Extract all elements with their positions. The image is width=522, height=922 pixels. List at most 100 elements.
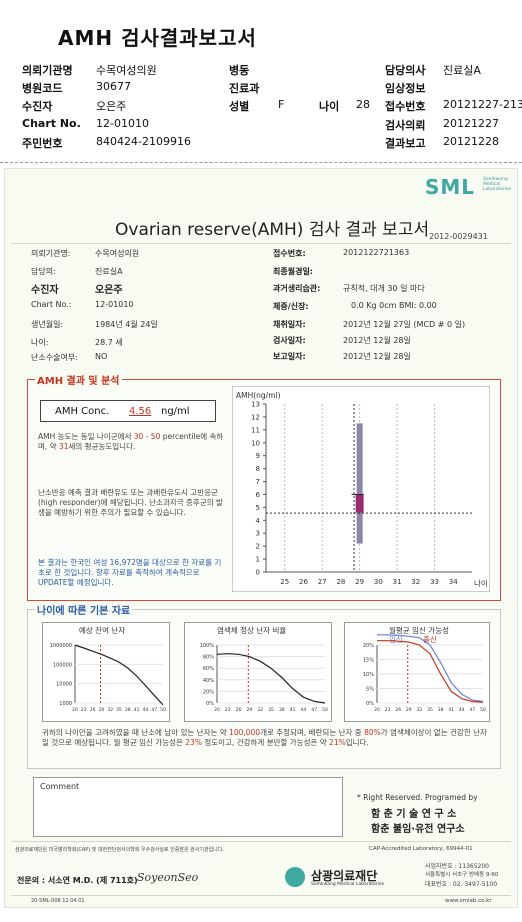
y-tick-label: 10 — [251, 439, 260, 447]
field-value: 28 — [356, 98, 370, 111]
field-label: 수진자 — [22, 100, 53, 113]
foundation-name-en: Samkwang Medical Laboratories — [311, 882, 385, 887]
x-tick-label: 44 — [143, 707, 149, 713]
x-tick-label: 31 — [393, 578, 402, 586]
field-value: 28.7 세 — [95, 338, 123, 347]
org-name-2: 함춘 불임·유전 연구소 — [371, 824, 465, 835]
percentile-text: AMH 농도는 동일 나이군에서 30 - 50 percentile에 속하며… — [38, 432, 224, 452]
field-label: 결과보고 — [385, 137, 426, 150]
y-tick-label: 5% — [366, 687, 374, 693]
amh-conc-value: 4.56 — [129, 406, 152, 417]
field-value: 840424-2109916 — [96, 135, 191, 148]
x-tick-label: 32 — [411, 578, 420, 586]
y-tick-label: 9 — [256, 452, 260, 460]
text-run: 귀하의 나이만을 고려하였을 때 난소에 남아 있는 난자는 약 — [42, 728, 230, 737]
scanned-report: SML Samkwang Medical Laboratories Ovaria… — [4, 168, 518, 908]
header-row: 의뢰기관명 수목여성의원 병동 담당의사 진료실A — [22, 62, 522, 78]
x-tick-label: 32 — [257, 707, 263, 713]
x-tick-label: 50 — [480, 707, 486, 713]
responder-text: 난소반응 예측 결과 배란유도 또는 과배란유도시 고반응군 (high res… — [38, 488, 223, 517]
y-tick-label: 1 — [256, 556, 260, 564]
x-axis-label: 나이 — [474, 578, 488, 588]
remaining-eggs-value: 100,000 — [229, 728, 261, 737]
header-row: 주민번호 840424-2109916 결과보고 20121228 — [22, 135, 522, 151]
form-number: 20-SML-008 12.04.01 — [31, 898, 85, 904]
x-tick-label: 41 — [134, 707, 140, 713]
series-line — [377, 634, 484, 703]
pregnancy-rate-chart-box: 월평균 임신 가능성 임신 출산 20% 15% 10% 5% 0% 20 23 26 29 32… — [344, 622, 490, 722]
field-label: 검사의뢰 — [385, 119, 426, 132]
remaining-eggs-chart-box: 예상 잔여 난자 1000000 100000 10000 1000 20 23 26 29 3… — [42, 622, 170, 722]
y-tick-label: 3 — [256, 530, 260, 538]
field-label: 담당의사 — [385, 64, 426, 77]
y-tick-label: 100% — [200, 643, 215, 649]
text-run: 정도이고, 건강하게 분만할 가능성은 약 — [201, 738, 330, 747]
doctor-signature: SoyeonSeo — [137, 871, 199, 884]
org-name-1: 함 춘 기 술 연 구 소 — [371, 809, 457, 820]
field-label: 채취일자: — [273, 320, 306, 329]
y-tick-label: 6 — [256, 491, 261, 499]
x-tick-label: 41 — [290, 707, 296, 713]
y-tick-label: 15% — [363, 658, 374, 664]
field-value: 2012년 12월 28일 — [343, 352, 411, 361]
patient-name: 오은주 — [95, 285, 123, 296]
x-tick-label: 47 — [311, 707, 317, 713]
field-value: 2012122721363 — [343, 248, 410, 257]
age-summary-text: 귀하의 나이만을 고려하였을 때 난소에 남아 있는 난자는 약 100,000… — [42, 728, 492, 748]
website: www.smlab.co.kr — [445, 898, 492, 904]
field-label: 검사일자: — [273, 336, 306, 345]
data-source-note: 본 결과는 한국인 여성 16,972명을 대상으로 한 자료를 기초로 한 것… — [38, 558, 222, 587]
series-line — [74, 644, 164, 706]
y-tick-label: 1000 — [59, 701, 72, 707]
document-number: 2012-0029431 — [429, 232, 488, 241]
field-value: 진료실A — [443, 64, 481, 77]
field-value: F — [278, 98, 285, 111]
field-value: 20121228 — [443, 135, 499, 148]
field-label: 의뢰기관명 — [22, 64, 73, 77]
y-tick-label: 60% — [203, 666, 214, 672]
field-value: 규칙적, 대개 30 일 마다 — [343, 284, 425, 293]
foundation-name: 삼광의료재단 — [311, 869, 378, 883]
field-value: 20121227 — [443, 117, 499, 130]
x-tick-label: 26 — [90, 707, 96, 713]
y-tick-label: 80% — [203, 655, 214, 661]
amh-result-section: AMH Conc. 4.56 ng/ml AMH 농도는 동일 나이군에서 30… — [27, 379, 501, 601]
field-label: 과거생리습관: — [273, 284, 321, 293]
field-label: 임상정보 — [385, 82, 426, 95]
page-title: AMH 검사결과보고서 — [58, 26, 257, 50]
y-tick-label: 20% — [363, 643, 374, 649]
y-tick-label: 11 — [251, 426, 260, 434]
x-tick-label: 29 — [406, 707, 412, 713]
certification-text: 삼광의료재단은 미국병리학회(CAP) 및 대한진단검사의학회 우수검사실로 인… — [15, 847, 224, 853]
field-value: 진료실A — [95, 267, 123, 276]
divider — [11, 243, 511, 244]
x-tick-label: 23 — [225, 707, 231, 713]
normal-egg-ratio-chart: 100% 80% 60% 40% 20% 0%20 23 26 29 32 35 38 41 44 47 50 — [200, 643, 328, 713]
pregnancy-rate-value: 23% — [185, 738, 202, 747]
x-tick-label: 44 — [301, 707, 307, 713]
divider — [11, 895, 511, 896]
field-label: 병동 — [229, 64, 250, 77]
x-tick-label: 28 — [336, 578, 345, 586]
series-line — [216, 653, 326, 704]
field-label: 나이: — [31, 338, 49, 347]
text-run: 입니다. — [345, 738, 369, 747]
x-tick-label: 38 — [279, 707, 285, 713]
x-tick-label: 38 — [438, 707, 444, 713]
field-value: 1984년 4월 24일 — [95, 320, 158, 329]
field-label: 주민번호 — [22, 137, 63, 150]
legend-birth: 출산 — [423, 635, 437, 644]
y-tick-label: 20% — [203, 689, 214, 695]
x-tick-label: 32 — [107, 707, 113, 713]
text-run: AMH 농도는 동일 나이군에서 — [38, 432, 134, 441]
y-tick-label: 1000000 — [50, 643, 72, 649]
header-divider — [0, 162, 522, 163]
y-tick-label: 0% — [366, 701, 374, 707]
x-tick-label: 35 — [116, 707, 122, 713]
field-label: 진료과 — [229, 82, 260, 95]
x-tick-label: 47 — [470, 707, 476, 713]
age-data-section: 예상 잔여 난자 1000000 100000 10000 1000 20 23 26 29 3… — [27, 609, 501, 769]
address: 서울특별시 서초구 방배동 9-60 — [425, 872, 499, 878]
